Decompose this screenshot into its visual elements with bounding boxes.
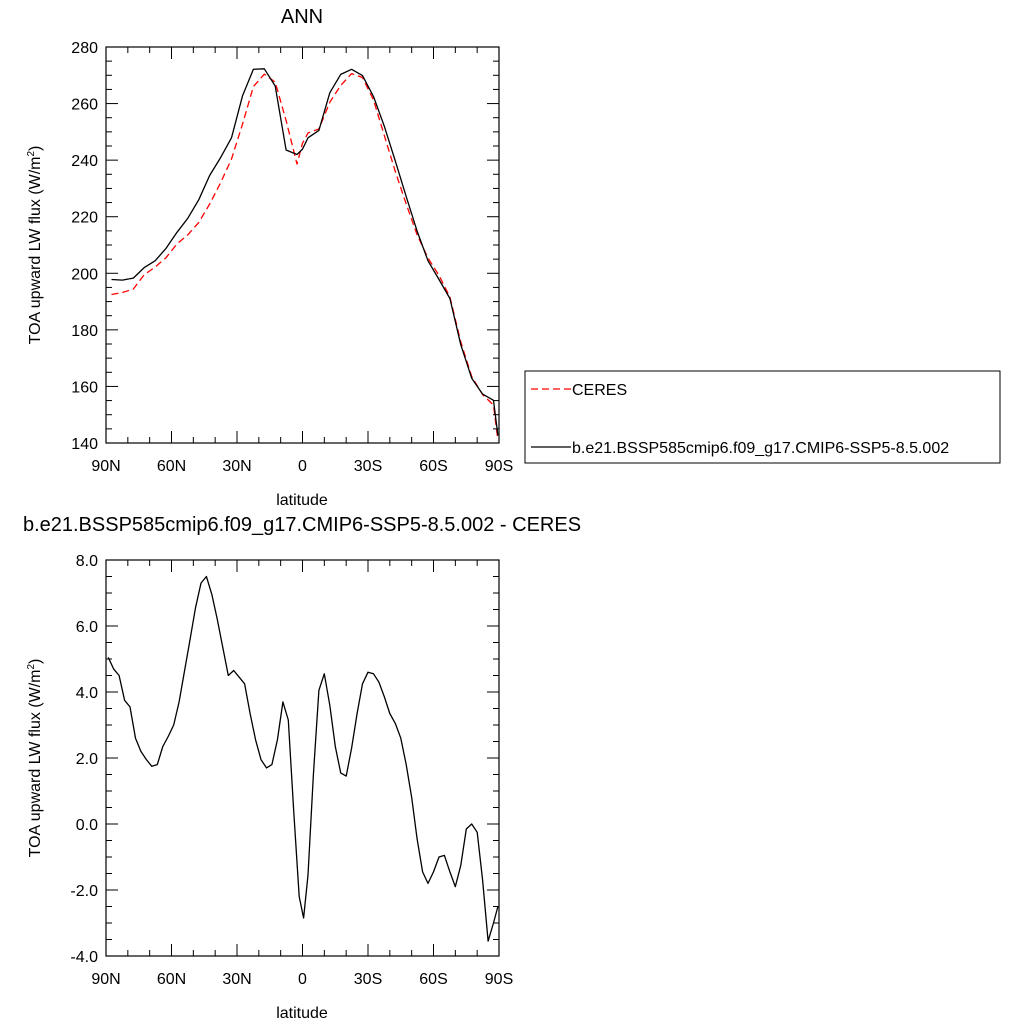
series-line-series-0 [107,575,499,942]
top-series-lines [111,68,499,441]
x-tick-label: 30N [222,971,251,988]
top-y-axis-label-base: TOA upward LW flux (W/m [27,157,44,345]
bottom-y-axis-label-sup: 2 [26,664,37,670]
legend-label-model: b.e21.BSSP585cmip6.f09_g17.CMIP6-SSP5-8.… [572,440,949,457]
bottom-x-axis-label: latitude [276,1005,328,1022]
top-tick-labels: 90N 60N 30N 0 30S 60S 90S 140 160 180 200 220 240 260… [71,40,513,475]
y-tick-label: -4.0 [70,949,98,966]
bottom-panel: b.e21.BSSP585cmip6.f09_g17.CMIP6-SSP5-8.… [23,514,581,1022]
x-tick-label: 60S [419,971,447,988]
x-tick-label: 90S [485,971,513,988]
top-panel: ANN 90N 60N 30N 0 30S 60S 90S 140 160 180 200 220 24… [26,6,513,509]
x-tick-label: 90N [91,458,120,475]
bottom-plot-frame [105,559,500,957]
x-tick-label: 90N [91,971,120,988]
top-x-axis-label: latitude [276,492,328,509]
bottom-y-axis-label: TOA upward LW flux (W/m2) [26,659,44,858]
top-y-axis-label: TOA upward LW flux (W/m2) [26,146,44,345]
bottom-tick-labels: 90N 60N 30N 0 30S 60S 90S -4.0 -2.0 0.0 2.0 4.0 6.0 8… [70,553,513,988]
x-tick-label: 30N [222,458,251,475]
x-tick-label: 60N [157,971,186,988]
x-tick-label: 0 [298,458,307,475]
y-tick-label: -2.0 [70,883,98,900]
x-tick-label: 30S [354,458,382,475]
legend-label-ceres: CERES [572,382,627,399]
y-tick-label: 2.0 [76,751,98,768]
x-tick-label: 30S [354,971,382,988]
y-tick-label: 220 [71,210,98,227]
x-tick-label: 60S [419,458,447,475]
top-y-axis-label-end: ) [27,146,44,151]
legend: CERES b.e21.BSSP585cmip6.f09_g17.CMIP6-S… [524,370,1001,464]
y-tick-label: 8.0 [76,553,98,570]
x-tick-label: 0 [298,971,307,988]
y-tick-label: 140 [71,436,98,453]
y-tick-label: 260 [71,97,98,114]
top-plot-frame [105,46,500,444]
series-line-b-e21-bssp585cmip6-f09-g17-cmip6-ssp5-8-5-002 [111,68,499,436]
series-line-ceres [111,72,499,441]
x-tick-label: 90S [485,458,513,475]
y-tick-label: 200 [71,266,98,283]
y-tick-label: 0.0 [76,817,98,834]
y-tick-label: 280 [71,40,98,57]
y-tick-label: 240 [71,153,98,170]
bottom-y-axis-label-end: ) [27,659,44,664]
top-chart-title: ANN [281,6,323,28]
legend-box [524,370,1001,464]
y-tick-label: 4.0 [76,685,98,702]
y-tick-label: 6.0 [76,619,98,636]
x-tick-label: 60N [157,458,186,475]
top-y-axis-label-sup: 2 [26,151,37,157]
y-tick-label: 180 [71,323,98,340]
bottom-chart-title: b.e21.BSSP585cmip6.f09_g17.CMIP6-SSP5-8.… [23,514,581,536]
bottom-series-lines [107,575,499,942]
y-tick-label: 160 [71,379,98,396]
bottom-y-axis-label-base: TOA upward LW flux (W/m [27,670,44,858]
